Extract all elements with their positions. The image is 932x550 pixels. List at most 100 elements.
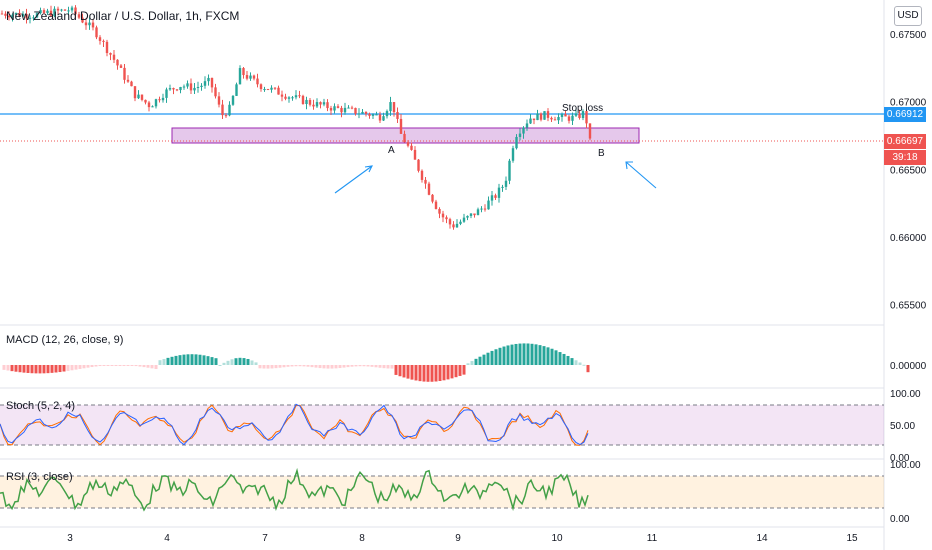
- time-axis[interactable]: 3 4 7 8 9 10 11 14 15: [67, 533, 858, 544]
- candle-body: [224, 115, 228, 117]
- macd-bar: [510, 344, 514, 365]
- macd-bar: [382, 365, 386, 369]
- candle-body: [315, 102, 319, 107]
- macd-bar: [66, 365, 70, 371]
- macd-bar: [534, 344, 538, 365]
- candle-body: [256, 78, 259, 85]
- candle-body: [270, 87, 273, 90]
- candle-body: [137, 94, 140, 99]
- point-a-label[interactable]: A: [388, 145, 395, 156]
- stoch-axis-100: 100.00: [890, 389, 921, 400]
- macd-bar: [318, 365, 322, 369]
- currency-button[interactable]: USD: [894, 6, 922, 26]
- macd-bar: [186, 354, 190, 365]
- macd-bar: [390, 365, 394, 369]
- macd-bar: [414, 365, 418, 381]
- macd-bar: [270, 365, 274, 369]
- macd-bar: [62, 365, 66, 372]
- candle-body: [91, 22, 95, 28]
- macd-bar: [538, 345, 542, 365]
- candle-body: [375, 114, 378, 116]
- chart-title: New Zealand Dollar / U.S. Dollar, 1h, FX…: [6, 9, 240, 23]
- macd-bar: [350, 365, 354, 367]
- candle-body: [266, 89, 270, 91]
- point-b-label[interactable]: B: [598, 148, 605, 159]
- macd-bar: [506, 345, 510, 365]
- macd-bar: [582, 364, 586, 366]
- candle-body: [217, 96, 221, 105]
- candle-body: [46, 10, 49, 14]
- macd-bar: [550, 348, 554, 365]
- macd-bar: [462, 365, 466, 375]
- macd-bar: [426, 365, 430, 382]
- macd-bar: [78, 365, 82, 369]
- rsi-pane-label[interactable]: RSI (3, close): [6, 471, 73, 483]
- macd-bar: [334, 365, 338, 369]
- macd-bar: [206, 356, 210, 365]
- candle-body: [529, 118, 532, 124]
- stoch-axis-50: 50.00: [890, 421, 915, 432]
- candle-body: [354, 107, 357, 114]
- candle-body: [518, 133, 522, 137]
- candle-body: [515, 136, 518, 149]
- macd-bar: [98, 365, 102, 367]
- macd-bar: [262, 365, 266, 369]
- macd-pane-label[interactable]: MACD (12, 26, close, 9): [6, 334, 124, 346]
- macd-bar: [542, 346, 546, 365]
- macd-bar: [274, 365, 278, 369]
- candle-body: [95, 27, 98, 38]
- candle-body: [56, 8, 60, 11]
- candle-body: [427, 183, 431, 195]
- candle-body: [252, 75, 256, 79]
- macd-bar: [294, 365, 298, 367]
- candle-body: [11, 14, 14, 18]
- macd-bar: [130, 365, 134, 366]
- time-axis-label: 15: [846, 533, 858, 544]
- macd-bar: [146, 365, 150, 368]
- candle-body: [102, 40, 105, 42]
- macd-bar: [422, 365, 426, 382]
- macd-bar: [90, 365, 94, 368]
- candle-body: [438, 208, 441, 214]
- price-axis[interactable]: 0.67500 0.67000 0.66500 0.66000 0.65500: [890, 30, 927, 312]
- macd-bar: [226, 360, 230, 365]
- candle-body: [501, 186, 504, 188]
- macd-bar: [418, 365, 422, 382]
- candle-body: [284, 96, 287, 99]
- macd-bar: [406, 365, 410, 379]
- candle-body: [340, 107, 343, 113]
- candle-body: [81, 17, 84, 23]
- candle-body: [305, 99, 308, 105]
- macd-bar: [114, 365, 118, 366]
- macd-bar: [106, 365, 110, 366]
- candle-body: [294, 95, 298, 98]
- candle-body: [476, 209, 480, 216]
- time-axis-label: 9: [455, 533, 461, 544]
- candle-body: [74, 7, 77, 15]
- candle-body: [60, 9, 63, 11]
- macd-bar: [266, 365, 270, 369]
- macd-bar: [362, 365, 366, 367]
- candle-body: [490, 195, 494, 201]
- macd-bar: [502, 346, 506, 365]
- macd-bar: [10, 365, 14, 372]
- macd-bar: [278, 365, 282, 368]
- time-axis-label: 4: [164, 533, 170, 544]
- macd-bar: [258, 365, 262, 369]
- candle-body: [228, 104, 231, 116]
- candle-body: [564, 114, 567, 117]
- macd-bar: [386, 365, 390, 369]
- stop-loss-label[interactable]: Stop loss: [562, 103, 603, 114]
- macd-bar: [222, 362, 226, 365]
- macd-bar: [578, 362, 582, 365]
- arrow-up-right-icon[interactable]: [334, 165, 373, 194]
- arrow-up-left-icon[interactable]: [625, 161, 657, 189]
- stoch-axis-0: 0.00: [890, 453, 910, 464]
- macd-bar: [58, 365, 62, 373]
- macd-bar: [190, 354, 194, 365]
- stoch-pane-label[interactable]: Stoch (5, 2, 4): [6, 400, 76, 412]
- candle-body: [214, 87, 217, 97]
- candle-body: [77, 14, 81, 18]
- candle-body: [588, 123, 592, 139]
